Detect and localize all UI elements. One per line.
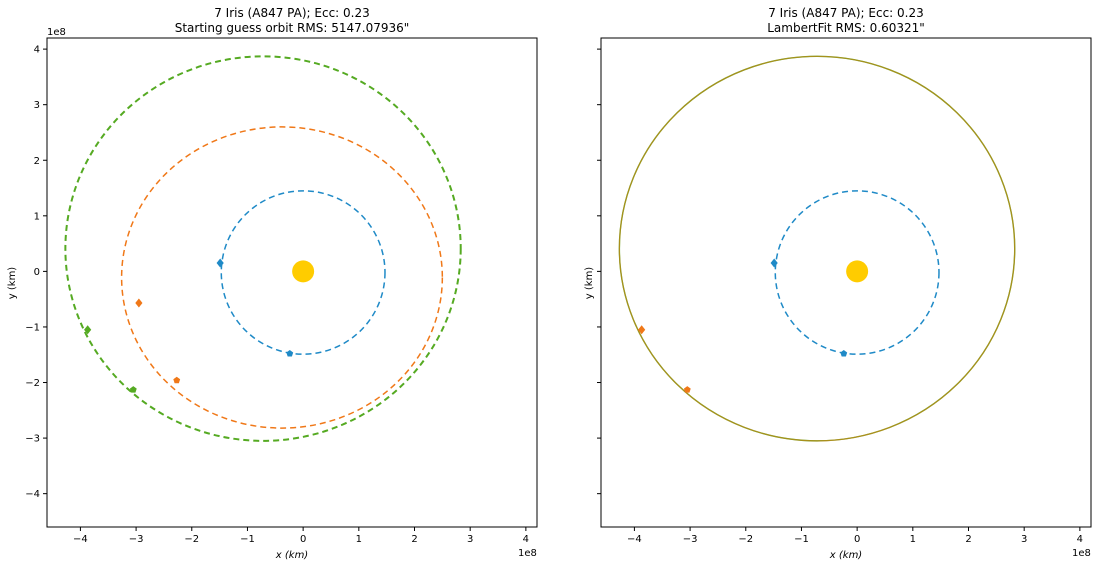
axes-frame	[600, 37, 1092, 528]
orbit-path	[120, 126, 444, 429]
x-offset-label: 1e8	[1072, 548, 1091, 559]
orbit-point-diamond	[84, 325, 92, 335]
orbit-point-pentagon	[683, 386, 691, 393]
y-tick-label: −3	[25, 434, 40, 445]
y-tick-label: −4	[25, 489, 40, 500]
x-axis-label: x (km)	[275, 550, 308, 561]
panel-lambertfit: 7 Iris (A847 PA); Ecc: 0.23 LambertFit R…	[584, 6, 1092, 561]
orbit-path	[220, 190, 386, 355]
x-tick-label: 4	[1077, 534, 1083, 545]
orbit-point-pentagon	[840, 350, 848, 357]
x-tick-label: 1	[910, 534, 916, 545]
orbit-point-diamond	[638, 325, 646, 335]
x-tick-label: 3	[1021, 534, 1027, 545]
x-tick-label: −4	[73, 534, 88, 545]
y-axis-label: y (km)	[7, 267, 18, 300]
orbit-point-diamond	[135, 298, 143, 308]
y-tick-label: −2	[25, 378, 40, 389]
x-tick-label: −2	[738, 534, 753, 545]
x-tick-label: 2	[411, 534, 417, 545]
y-ticks	[597, 48, 601, 495]
axes-frame	[46, 37, 538, 528]
x-tick-label: −2	[184, 534, 199, 545]
x-axis-label: x (km)	[829, 550, 862, 561]
x-tick-label: 2	[965, 534, 971, 545]
y-offset-label: 1e8	[47, 27, 66, 38]
orbit-point-pentagon	[286, 350, 294, 357]
y-axis-label: y (km)	[584, 267, 595, 300]
sun-marker	[846, 260, 869, 283]
plot-area	[618, 55, 1016, 442]
x-tick-label: −4	[627, 534, 642, 545]
orbit-point-pentagon	[129, 386, 137, 393]
orbit-point-pentagon	[173, 376, 181, 384]
chart-subtitle: Starting guess orbit RMS: 5147.07936"	[175, 21, 410, 35]
sun-marker	[292, 260, 315, 283]
x-tick-label: −1	[240, 534, 255, 545]
orbit-path	[774, 190, 940, 355]
x-tick-label: 0	[300, 534, 306, 545]
x-tick-label: 0	[854, 534, 860, 545]
x-tick-label: 1	[356, 534, 362, 545]
chart-title: 7 Iris (A847 PA); Ecc: 0.23	[768, 6, 924, 20]
x-ticks: −4 −3 −2 −1 0 1 2 3 4	[73, 527, 529, 545]
y-tick-label: 1	[34, 211, 40, 222]
chart-subtitle: LambertFit RMS: 0.60321"	[767, 21, 925, 35]
x-ticks: −4 −3 −2 −1 0 1 2 3 4	[627, 527, 1083, 545]
chart-title: 7 Iris (A847 PA); Ecc: 0.23	[214, 6, 370, 20]
orbit-point-diamond	[216, 258, 224, 268]
panel-starting-guess: 7 Iris (A847 PA); Ecc: 0.23 Starting gue…	[7, 6, 538, 561]
orbit-path	[64, 55, 462, 442]
x-tick-label: −3	[129, 534, 144, 545]
plot-area	[64, 55, 462, 442]
orbit-point-diamond	[770, 258, 778, 268]
y-ticks: −4 −3 −2 −1 0 1 2 3 4	[25, 45, 47, 500]
y-tick-label: 3	[34, 100, 40, 111]
x-tick-label: 4	[523, 534, 529, 545]
y-tick-label: 4	[34, 45, 40, 56]
orbit-path	[618, 55, 1016, 442]
orbit-path	[618, 55, 1016, 442]
x-offset-label: 1e8	[518, 548, 537, 559]
y-tick-label: 2	[34, 156, 40, 167]
x-tick-label: −3	[683, 534, 698, 545]
y-tick-label: 0	[34, 267, 40, 278]
x-tick-label: −1	[794, 534, 809, 545]
x-tick-label: 3	[467, 534, 473, 545]
y-tick-label: −1	[25, 322, 40, 333]
